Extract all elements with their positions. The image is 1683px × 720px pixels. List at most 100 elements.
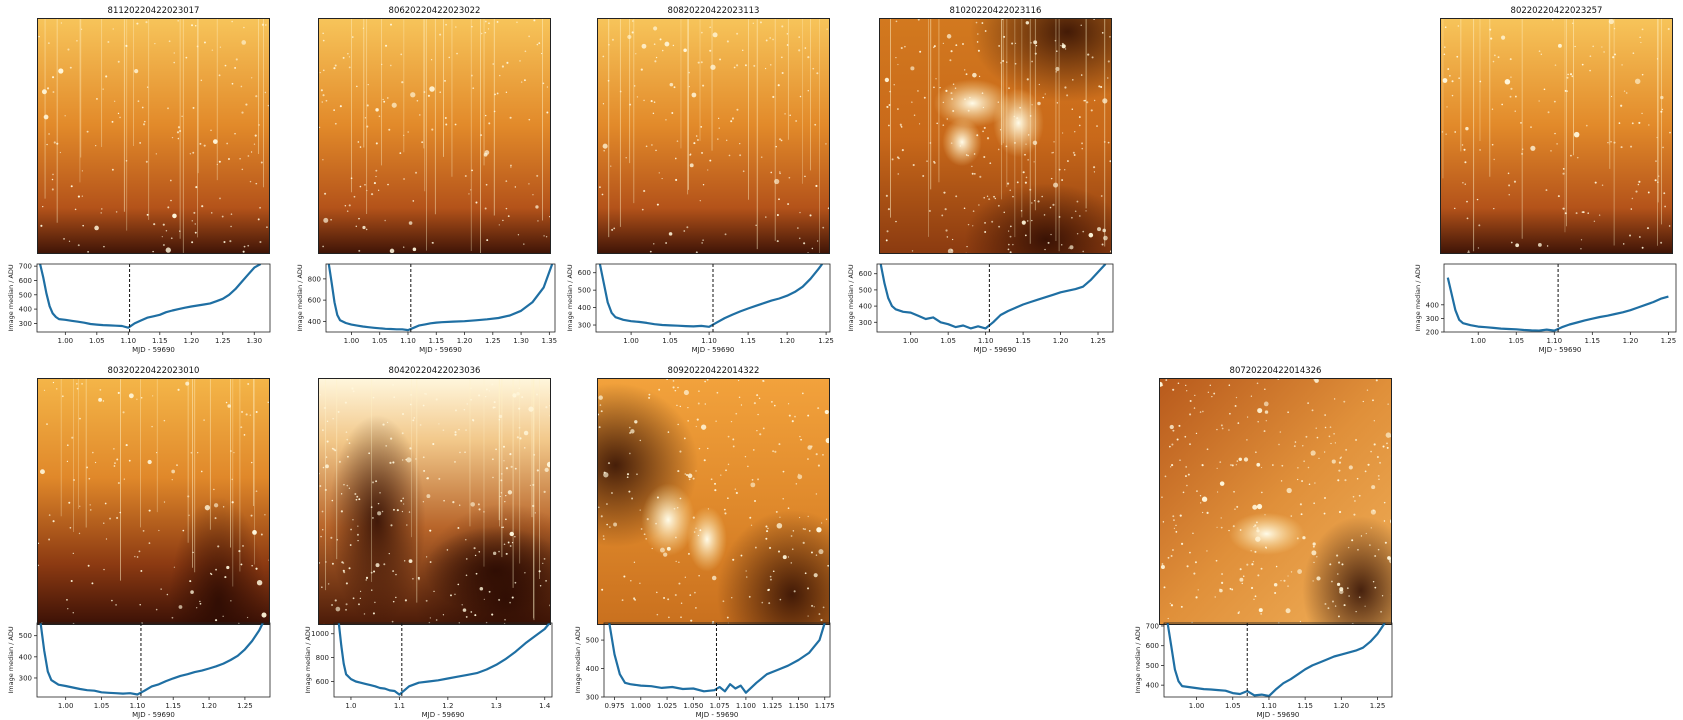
median-plot: 1.0 1.1 1.2 1.3 1.4 600 800 1000 MJD - 59690 Imag… [304, 622, 553, 719]
x-tick-label: 1.20 [457, 337, 473, 345]
x-tick-label: 1.100 [736, 702, 756, 710]
sky-image [597, 378, 830, 625]
sky-image [318, 378, 551, 625]
panel-title: 81020220422023116 [949, 6, 1042, 16]
x-axis-label: MJD - 59690 [974, 346, 1017, 354]
median-plot: 1.00 1.05 1.10 1.15 1.20 1.25 1.30 300 400 500 600… [7, 263, 271, 354]
sky-image [1159, 378, 1392, 625]
x-tick-label: 1.10 [121, 337, 137, 345]
y-tick-label: 600 [1146, 642, 1159, 650]
sky-image [597, 18, 830, 254]
median-plot-svg: 1.00 1.05 1.10 1.15 1.20 1.25 1.30 1.35 400 600 80… [296, 263, 557, 354]
y-tick-label: 400 [859, 303, 872, 311]
y-tick-label: 600 [316, 678, 329, 686]
y-tick-label: 200 [1426, 329, 1439, 337]
y-axis-label: Image median / ADU [304, 626, 312, 694]
plot-frame [36, 622, 271, 698]
median-plot-svg: 1.00 1.05 1.10 1.15 1.20 1.25 300 400 500 600 MJD … [847, 263, 1114, 354]
sky-image [318, 18, 551, 254]
x-tick-label: 1.20 [201, 702, 217, 710]
x-axis-label: MJD - 59690 [419, 346, 462, 354]
median-plot-svg: 1.00 1.05 1.10 1.15 1.20 1.25 200 300 400 MJD - 5… [1414, 263, 1677, 354]
y-tick-label: 700 [19, 263, 32, 271]
panel-title: 80720220422014326 [1229, 366, 1322, 376]
x-tick-label: 1.15 [152, 337, 168, 345]
sky-image [879, 18, 1112, 254]
x-tick-label: 1.25 [485, 337, 501, 345]
plot-frame [325, 263, 556, 333]
x-tick-label: 1.1 [394, 702, 405, 710]
x-tick-label: 1.25 [215, 337, 231, 345]
x-tick-label: 0.975 [604, 702, 624, 710]
y-tick-label: 500 [19, 632, 32, 640]
x-tick-label: 1.00 [1189, 702, 1205, 710]
x-axis-label: MJD - 59690 [422, 711, 465, 719]
x-tick-label: 1.05 [94, 702, 110, 710]
x-tick-label: 1.10 [701, 337, 717, 345]
x-tick-label: 1.35 [542, 337, 558, 345]
x-tick-label: 1.05 [940, 337, 956, 345]
x-tick-label: 1.30 [246, 337, 262, 345]
x-tick-label: 1.15 [1585, 337, 1601, 345]
y-axis-label: Image median / ADU [847, 264, 855, 332]
x-tick-label: 1.15 [1015, 337, 1031, 345]
x-tick-label: 1.00 [1470, 337, 1486, 345]
x-axis-label: MJD - 59690 [1257, 711, 1300, 719]
y-tick-label: 800 [308, 275, 321, 283]
x-tick-label: 1.10 [130, 702, 146, 710]
x-tick-label: 1.20 [779, 337, 795, 345]
x-tick-label: 1.00 [344, 337, 360, 345]
x-tick-label: 1.0 [345, 702, 356, 710]
y-tick-label: 500 [586, 637, 599, 645]
x-tick-label: 1.075 [710, 702, 730, 710]
median-plot: 1.00 1.05 1.10 1.15 1.20 1.25 300 400 500 MJD - 5… [7, 622, 271, 719]
y-tick-label: 400 [578, 304, 591, 312]
sky-image [37, 378, 270, 625]
y-axis-label: Image median / ADU [7, 626, 15, 694]
x-tick-label: 1.175 [815, 702, 835, 710]
x-tick-label: 1.20 [1053, 337, 1069, 345]
median-plot: 1.00 1.05 1.10 1.15 1.20 1.25 300 400 500 600 MJD … [847, 263, 1114, 354]
y-tick-label: 800 [316, 654, 329, 662]
y-tick-label: 300 [859, 319, 872, 327]
panel-title: 80220220422023257 [1510, 6, 1603, 16]
y-tick-label: 600 [859, 270, 872, 278]
y-tick-label: 600 [19, 277, 32, 285]
x-tick-label: 1.10 [1261, 702, 1277, 710]
panel-title: 80920220422014322 [667, 366, 760, 376]
plot-frame [36, 263, 271, 333]
y-tick-label: 300 [586, 694, 599, 702]
median-plot: 1.00 1.05 1.10 1.15 1.20 1.25 400 500 600 700 MJD … [1134, 622, 1393, 719]
y-axis-label: Image median / ADU [7, 264, 15, 332]
x-tick-label: 1.05 [372, 337, 388, 345]
x-tick-label: 1.05 [1225, 702, 1241, 710]
x-tick-label: 1.00 [58, 337, 74, 345]
x-tick-label: 1.05 [89, 337, 105, 345]
y-tick-label: 500 [578, 287, 591, 295]
median-series-line [1446, 277, 1669, 332]
y-tick-label: 600 [578, 269, 591, 277]
x-axis-label: MJD - 59690 [1539, 346, 1582, 354]
x-tick-label: 1.30 [513, 337, 529, 345]
x-tick-label: 1.00 [58, 702, 74, 710]
sky-image [1440, 18, 1673, 254]
x-tick-label: 1.050 [683, 702, 703, 710]
panel-title: 80620220422023022 [388, 6, 481, 16]
y-axis-label: Image median / ADU [1134, 626, 1142, 694]
x-axis-label: MJD - 59690 [696, 711, 739, 719]
x-axis-label: MJD - 59690 [692, 346, 735, 354]
y-tick-label: 1000 [311, 630, 329, 638]
x-tick-label: 1.00 [623, 337, 639, 345]
median-series-line [327, 264, 554, 332]
x-tick-label: 1.3 [491, 702, 502, 710]
x-tick-label: 1.000 [631, 702, 651, 710]
median-plot: 0.975 1.000 1.025 1.050 1.075 1.100 1.125 1.150… [574, 622, 835, 719]
panel-title: 80420220422023036 [388, 366, 481, 376]
sky-image [37, 18, 270, 254]
x-tick-label: 1.10 [400, 337, 416, 345]
median-series-line [608, 623, 826, 694]
y-tick-label: 700 [1146, 622, 1159, 630]
y-axis-label: Image median / ADU [296, 264, 304, 332]
plot-frame [1163, 622, 1393, 698]
y-axis-label: Image median / ADU [566, 264, 574, 332]
